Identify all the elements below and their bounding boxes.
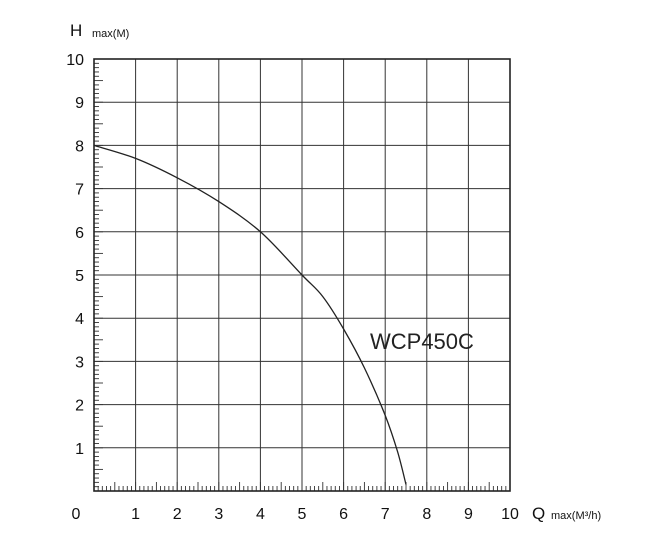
x-axis-label: Q bbox=[532, 504, 545, 523]
x-tick-label: 10 bbox=[501, 506, 519, 523]
x-tick-label: 8 bbox=[422, 506, 431, 523]
y-axis-label: H bbox=[70, 21, 82, 40]
x-tick-label: 2 bbox=[173, 506, 182, 523]
x-tick-label: 9 bbox=[464, 506, 473, 523]
model-label: WCP450C bbox=[370, 329, 474, 354]
y-axis-unit: max(M) bbox=[92, 28, 129, 40]
performance-curve bbox=[93, 144, 407, 485]
y-tick-label: 5 bbox=[75, 268, 84, 285]
x-axis-unit: max(M³/h) bbox=[551, 510, 601, 522]
x-tick-label: 0 bbox=[72, 506, 81, 523]
plot-frame bbox=[93, 58, 511, 492]
y-tick-label: 9 bbox=[75, 95, 84, 112]
x-tick-labels: 0 1 2 3 4 5 6 7 8 9 10 bbox=[72, 506, 519, 523]
y-tick-label: 3 bbox=[75, 354, 84, 371]
minor-ticks bbox=[94, 62, 507, 491]
y-tick-label: 7 bbox=[75, 182, 84, 199]
y-tick-labels: 1 2 3 4 5 6 7 8 9 10 bbox=[66, 52, 84, 458]
x-tick-label: 5 bbox=[298, 506, 307, 523]
y-tick-label: 4 bbox=[75, 311, 84, 328]
x-tick-label: 7 bbox=[381, 506, 390, 523]
x-tick-label: 3 bbox=[214, 506, 223, 523]
y-tick-label: 1 bbox=[75, 441, 84, 458]
y-tick-label: 8 bbox=[75, 138, 84, 155]
x-tick-label: 6 bbox=[339, 506, 348, 523]
x-tick-label: 4 bbox=[256, 506, 265, 523]
y-tick-label: 6 bbox=[75, 225, 84, 242]
y-tick-label: 10 bbox=[66, 52, 84, 69]
y-tick-label: 2 bbox=[75, 398, 84, 415]
x-tick-label: 1 bbox=[131, 506, 140, 523]
